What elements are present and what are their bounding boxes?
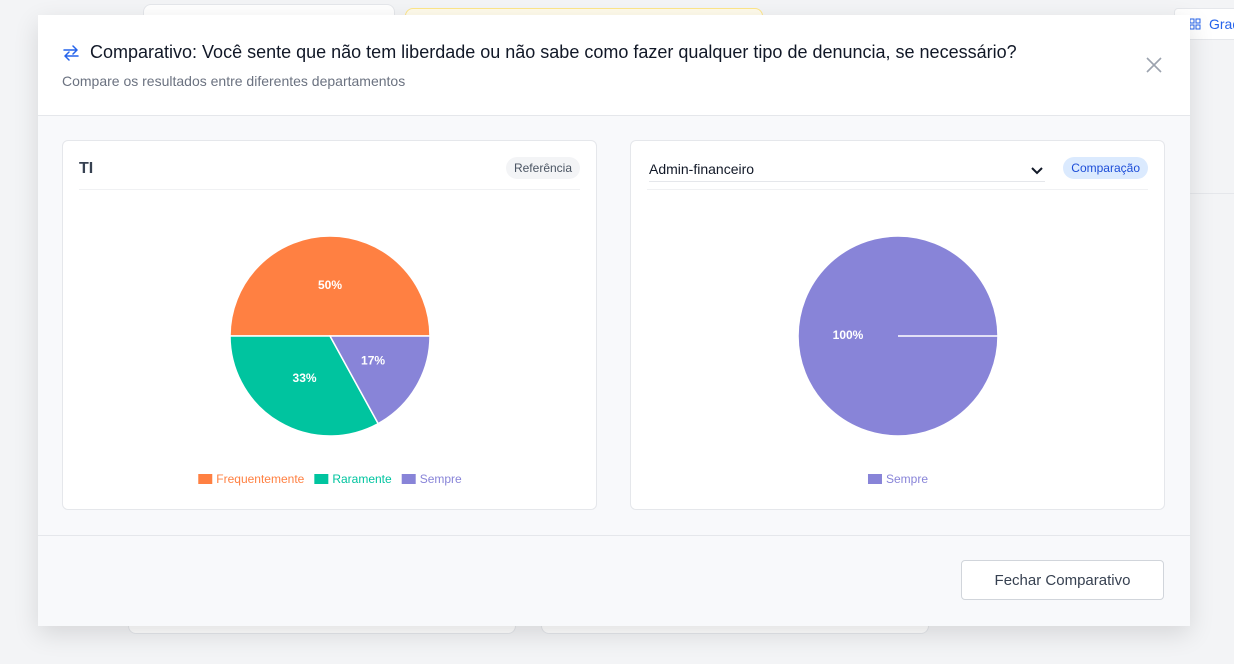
legend-swatch	[401, 474, 416, 484]
compare-icon	[63, 45, 79, 61]
legend-label: Frequentemente	[216, 472, 304, 486]
close-button[interactable]: Fechar Comparativo	[961, 560, 1164, 600]
modal-title: Comparativo: Você sente que não tem libe…	[90, 42, 1017, 62]
department-select[interactable]: Admin-financeiro	[649, 161, 1045, 182]
pie-slice	[229, 235, 431, 337]
legend-label: Sempre	[886, 472, 928, 486]
pie-chart: 100% Sempre	[797, 235, 999, 486]
legend-label: Sempre	[420, 472, 462, 486]
legend-swatch	[867, 474, 882, 484]
legend-swatch	[198, 474, 213, 484]
chart-card: Admin-financeiro Comparação 100% Sempre	[630, 140, 1165, 510]
pie-slice	[328, 335, 431, 425]
badge: Referência	[505, 157, 580, 179]
legend: Sempre	[867, 472, 928, 486]
pie-chart: 50% 33% 17% Frequentemente Raramente Sempre	[198, 235, 462, 486]
chart-card: TI Referência 50% 33% 17% Frequentemente Rar…	[62, 140, 597, 510]
divider	[647, 189, 1148, 190]
pie-slice	[229, 335, 380, 437]
badge: Comparação	[1063, 157, 1148, 179]
slice-label: 50%	[318, 278, 342, 292]
modal-header: Comparativo: Você sente que não tem libe…	[38, 15, 1190, 116]
slice-label: 100%	[833, 328, 864, 342]
pie-slice	[797, 235, 999, 437]
chevron-icon	[1031, 167, 1043, 175]
background-divider	[1190, 193, 1234, 194]
legend-swatch	[314, 474, 329, 484]
divider	[79, 189, 580, 190]
tab-icon	[1189, 18, 1201, 30]
modal-footer	[38, 535, 1190, 536]
modal: Comparativo: Você sente que não tem libe…	[38, 15, 1190, 626]
tab-label: Grad	[1209, 16, 1234, 32]
card-title: TI	[79, 160, 94, 177]
slice-label: 33%	[293, 371, 317, 385]
select-value: Admin-financeiro	[649, 161, 755, 177]
legend-label: Raramente	[332, 472, 392, 486]
modal-subtitle: Compare os resultados entre diferentes d…	[62, 73, 406, 89]
legend: Frequentemente Raramente Sempre	[198, 472, 462, 486]
slice-label: 17%	[361, 354, 385, 368]
close-icon[interactable]	[1146, 57, 1162, 73]
